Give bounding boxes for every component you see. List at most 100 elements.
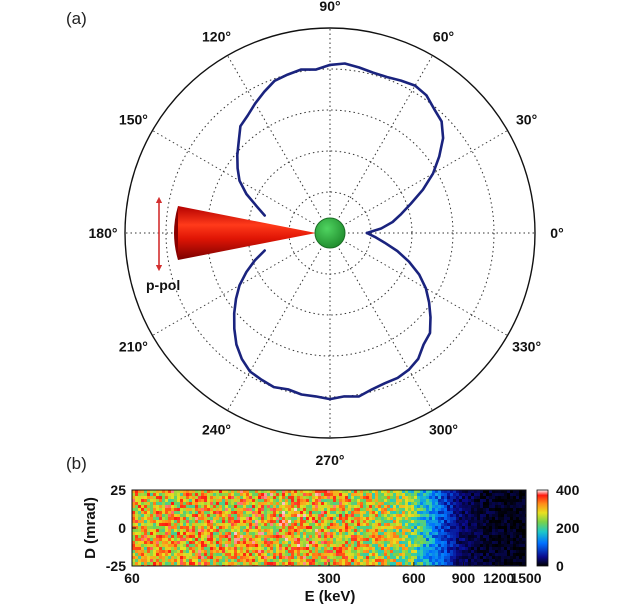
angle-label-180: 180° [89,225,118,241]
heatmap-cell [159,499,162,502]
heatmap-cell [327,538,330,541]
heatmap-cell [204,547,207,550]
heatmap-cell [501,538,504,541]
heatmap-cell [222,559,225,562]
heatmap-cell [486,508,489,511]
heatmap-cell [489,517,492,520]
heatmap-cell [144,529,147,532]
heatmap-cell [141,541,144,544]
heatmap-cell [486,547,489,550]
heatmap-cell [228,514,231,517]
angle-label-330: 330° [512,339,541,355]
heatmap-cell [216,523,219,526]
heatmap-cell [168,490,171,493]
heatmap-cell [306,550,309,553]
heatmap-cell [273,559,276,562]
heatmap-cell [423,496,426,499]
heatmap-cell [165,520,168,523]
heatmap-cell [297,499,300,502]
heatmap-cell [477,544,480,547]
heatmap-cell [420,526,423,529]
heatmap-cell [417,553,420,556]
heatmap-cell [243,493,246,496]
heatmap-cell [429,490,432,493]
heatmap-cell [174,559,177,562]
heatmap-cell [168,544,171,547]
heatmap-cell [498,523,501,526]
heatmap-cell [297,550,300,553]
heatmap-cell [288,514,291,517]
heatmap-cell [465,541,468,544]
heatmap-cell [195,502,198,505]
heatmap-cell [504,502,507,505]
colorbar-tick-label: 400 [556,482,580,498]
heatmap-cell [213,514,216,517]
heatmap-cell [483,496,486,499]
heatmap-cell [219,556,222,559]
heatmap-cell [498,520,501,523]
heatmap-cell [336,541,339,544]
heatmap-cell [225,520,228,523]
heatmap-cell [354,562,357,565]
heatmap-cell [162,559,165,562]
heatmap-cell [318,529,321,532]
heatmap-cell [255,556,258,559]
heatmap-cell [390,529,393,532]
colorbar-tick-label: 200 [556,520,580,536]
heatmap-cell [336,535,339,538]
heatmap-cell [246,550,249,553]
heatmap-cell [504,562,507,565]
heatmap-cell [252,544,255,547]
heatmap-cell [225,508,228,511]
heatmap-cell [138,523,141,526]
heatmap-cell [363,541,366,544]
heatmap-cell [267,514,270,517]
heatmap-cell [300,532,303,535]
heatmap-cell [369,520,372,523]
heatmap-cell [522,517,525,520]
heatmap-cell [366,547,369,550]
heatmap-cell [321,493,324,496]
heatmap-cell [141,514,144,517]
angle-label-210: 210° [119,339,148,355]
heatmap-cell [408,529,411,532]
heatmap-cell [135,505,138,508]
heatmap-cell [207,514,210,517]
heatmap-cell [225,490,228,493]
heatmap-cell [237,508,240,511]
heatmap-cell [411,529,414,532]
heatmap-cell [222,532,225,535]
heatmap-cell [210,559,213,562]
heatmap-cell [294,532,297,535]
heatmap-cell [321,529,324,532]
heatmap-cell [348,523,351,526]
heatmap-cell [465,520,468,523]
heatmap-cell [375,547,378,550]
heatmap-cell [519,517,522,520]
heatmap-cell [294,529,297,532]
heatmap-cell [480,559,483,562]
heatmap-cell [162,544,165,547]
heatmap-cell [171,505,174,508]
heatmap-cell [519,562,522,565]
heatmap-cell [447,490,450,493]
heatmap-cell [372,547,375,550]
heatmap-cell [222,550,225,553]
heatmap-cell [357,541,360,544]
heatmap-cell [345,517,348,520]
heatmap-cell [459,493,462,496]
heatmap-cell [252,496,255,499]
heatmap-cell [150,502,153,505]
heatmap-cell [519,547,522,550]
heatmap-cell [141,526,144,529]
heatmap-cell [267,538,270,541]
heatmap-cell [393,538,396,541]
heatmap-cell [309,562,312,565]
heatmap-cell [297,505,300,508]
heatmap-cell [387,532,390,535]
heatmap-cell [195,523,198,526]
heatmap-cell [390,559,393,562]
heatmap-cell [405,529,408,532]
heatmap-cell [522,502,525,505]
heatmap-cell [189,520,192,523]
